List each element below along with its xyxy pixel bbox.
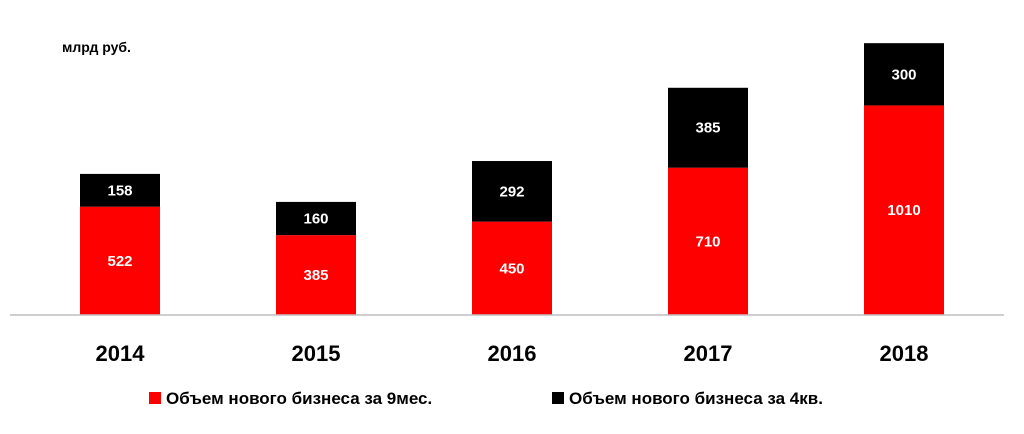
bar-2016-series-1 (472, 221, 552, 315)
legend: Объем нового бизнеса за 9мес. Объем новог… (149, 389, 823, 408)
data-label-2017-series-2: 385 (695, 120, 720, 137)
bar-2017-series-1 (668, 167, 748, 315)
legend-swatch-2 (552, 392, 564, 404)
bar-2015-series-2 (276, 201, 356, 236)
data-label-2018-series-1: 1010 (887, 202, 920, 219)
data-label-2016-series-2: 292 (499, 183, 524, 200)
category-label-2014: 2014 (96, 341, 146, 366)
legend-label-2: Объем нового бизнеса за 4кв. (569, 389, 823, 408)
category-label-2017: 2017 (684, 341, 733, 366)
legend-label-1: Объем нового бизнеса за 9мес. (166, 389, 432, 408)
bar-2017-series-2 (668, 87, 748, 168)
bar-2016-series-2 (472, 161, 552, 222)
unit-label: млрд руб. (62, 39, 131, 55)
data-label-2015-series-2: 160 (303, 211, 328, 228)
category-label-2015: 2015 (292, 341, 341, 366)
data-label-2015-series-1: 385 (303, 267, 328, 284)
data-label-2017-series-1: 710 (695, 233, 720, 250)
bar-2015-series-1 (276, 235, 356, 315)
bar-2018-series-2 (864, 43, 944, 106)
bar-2014-series-2 (80, 173, 160, 207)
bars-layer: 522 158 385 160 450 292 710 385 1010 300 (80, 43, 944, 315)
legend-swatch-1 (149, 392, 161, 404)
data-label-2014-series-1: 522 (107, 253, 132, 270)
bar-2014-series-1 (80, 206, 160, 315)
bar-2018-series-1 (864, 105, 944, 315)
data-label-2018-series-2: 300 (891, 66, 916, 83)
category-labels: 2014 2015 2016 2017 2018 (96, 341, 929, 366)
category-label-2016: 2016 (488, 341, 537, 366)
category-label-2018: 2018 (880, 341, 929, 366)
data-label-2014-series-2: 158 (107, 182, 132, 199)
data-label-2016-series-1: 450 (499, 260, 524, 277)
